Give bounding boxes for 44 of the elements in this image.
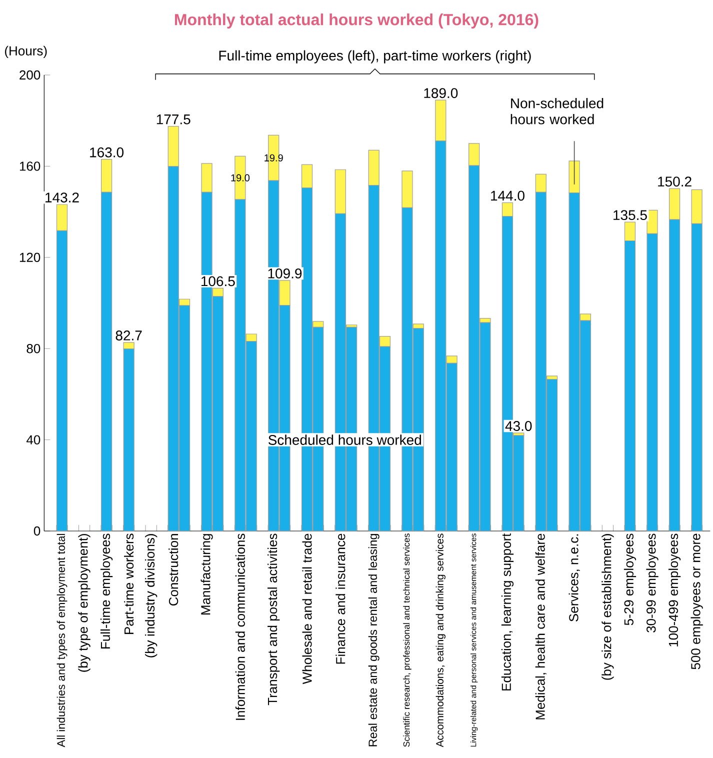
y-tick-label: 0 bbox=[34, 526, 40, 536]
total-label: 143.2 bbox=[46, 192, 79, 203]
x-tick-label: Transport and postal activities bbox=[268, 534, 280, 706]
y-tick-label: 120 bbox=[20, 252, 40, 262]
total-label: 144.0 bbox=[491, 190, 524, 201]
y-axis-title: (Hours) bbox=[5, 46, 47, 58]
y-tick-label: 160 bbox=[20, 162, 40, 171]
x-tick-label: Construction bbox=[168, 534, 178, 606]
total-label: 189.0 bbox=[424, 88, 458, 98]
x-tick-label: 100-499 employees bbox=[668, 534, 681, 646]
x-tick-label: Accommodations, eating and drinking services bbox=[436, 534, 446, 748]
x-tick-label: 30-99 employees bbox=[646, 534, 658, 632]
x-tick-label: Wholesale and retail trade bbox=[302, 534, 312, 684]
x-tick-label: Full-time employees bbox=[100, 534, 113, 648]
x-tick-label: (by size of establishment) bbox=[602, 534, 614, 680]
total-label: 106.5 bbox=[201, 276, 235, 286]
total-label: 150.2 bbox=[658, 176, 692, 187]
total-label: 109.9 bbox=[268, 268, 302, 278]
text: Full-time employees (left), part-time workers (right) bbox=[219, 50, 531, 64]
x-tick-label: Real estate and goods rental and leasing bbox=[368, 534, 380, 746]
y-tick-label: 200 bbox=[20, 70, 40, 80]
x-tick-label: Part-time workers bbox=[124, 534, 134, 634]
x-tick-label: Information and communications bbox=[235, 534, 245, 720]
x-tick-label: Scientific research, professional and technical services bbox=[403, 534, 412, 747]
series-label: Scheduled hours worked bbox=[268, 434, 421, 445]
total-label: 82.7 bbox=[116, 330, 142, 340]
x-tick-label: 500 employees or more bbox=[690, 534, 703, 670]
y-tick-label: 80 bbox=[26, 344, 40, 354]
x-tick-label: Medical, health care and welfare bbox=[535, 534, 546, 720]
total-label: 43.0 bbox=[505, 421, 532, 431]
text: Non-scheduled hours worked bbox=[510, 98, 604, 124]
x-tick-label: Services, n.e.c. bbox=[568, 534, 580, 622]
x-tick-label: 5-29 employees bbox=[624, 534, 636, 626]
x-tick-label: (by industry divisions) bbox=[145, 534, 158, 658]
x-tick-label: Finance and insurance bbox=[336, 534, 346, 664]
x-tick-label: Manufacturing bbox=[200, 534, 213, 615]
x-tick-label: (by type of employment) bbox=[78, 534, 90, 672]
total-label: 177.5 bbox=[156, 114, 190, 124]
total-label: 163.0 bbox=[90, 147, 124, 158]
chart-title: Monthly total actual hours worked (Tokyo, 2016) bbox=[175, 14, 538, 28]
y-tick-label: 40 bbox=[26, 435, 40, 444]
x-tick-label: Education, learning support bbox=[501, 533, 514, 690]
x-tick-label: All industries and types of employment total bbox=[56, 534, 68, 748]
total-label: 135.5 bbox=[614, 210, 647, 220]
